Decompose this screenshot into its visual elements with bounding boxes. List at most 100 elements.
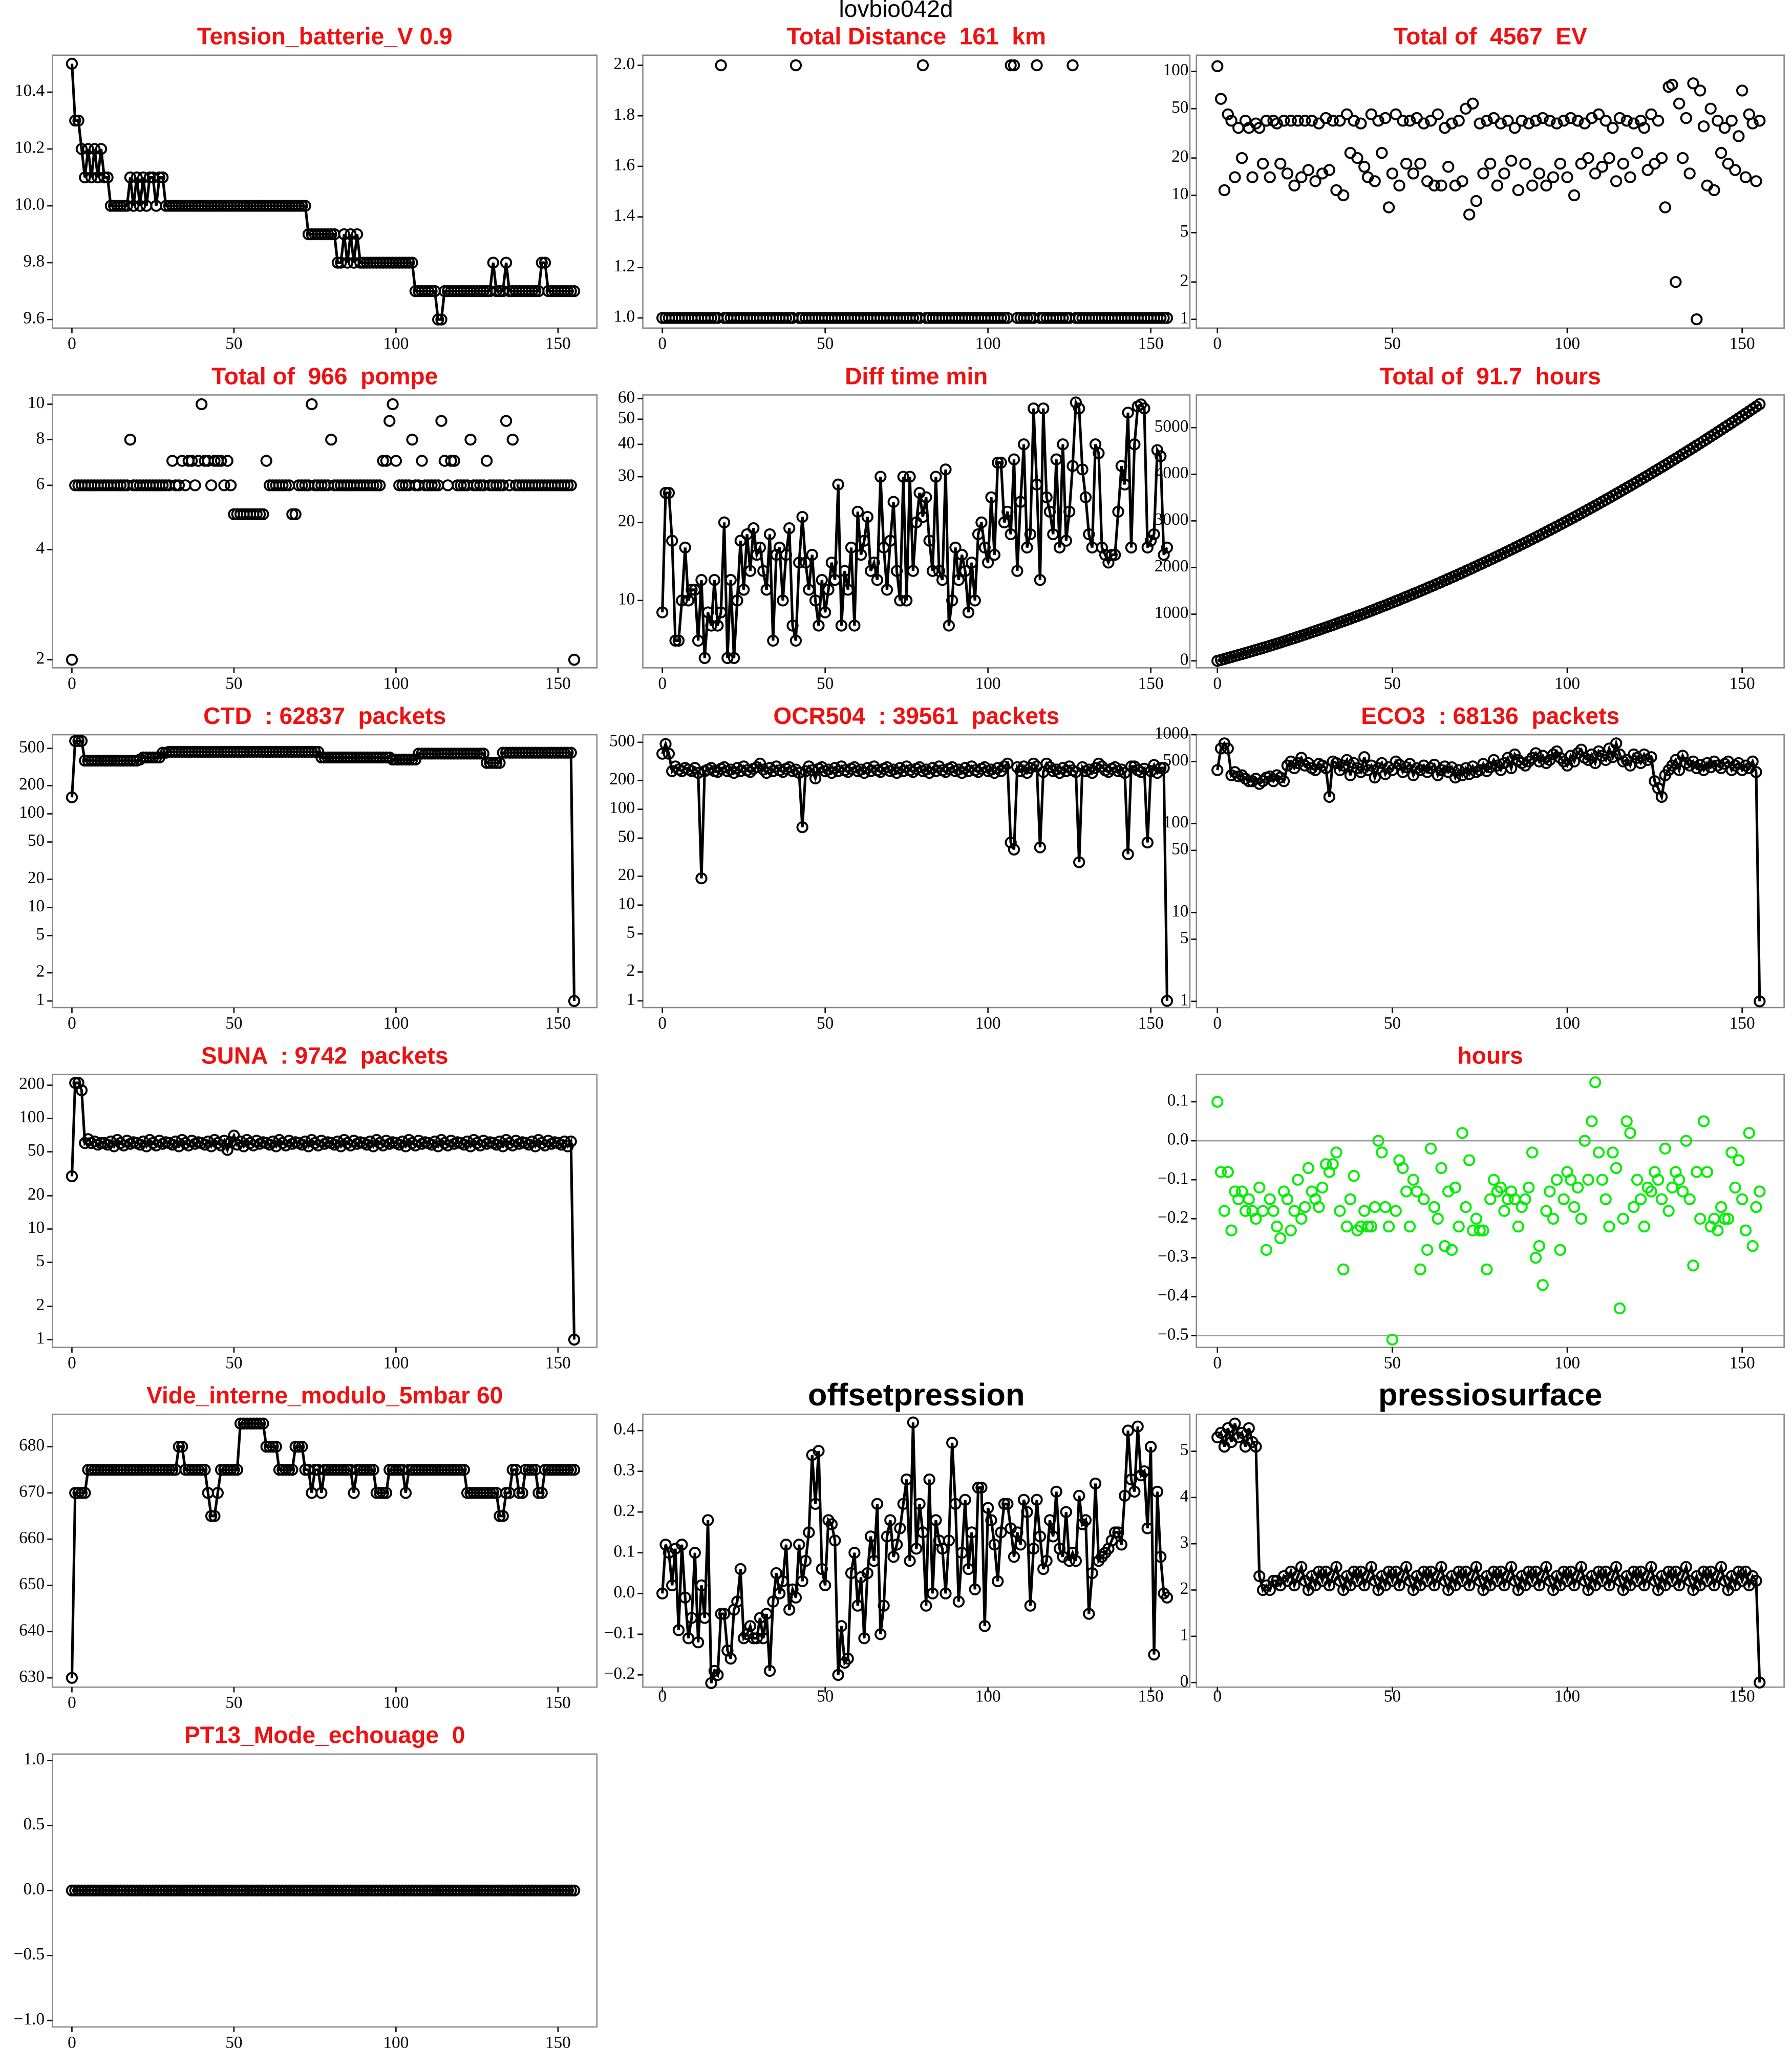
data-point	[1512, 184, 1525, 197]
data-point	[672, 634, 685, 647]
y-tick-label: 1.0	[23, 1750, 45, 1768]
plot-frame	[1196, 54, 1785, 329]
data-point	[458, 1463, 470, 1476]
x-tick-label: 0	[1213, 674, 1222, 693]
data-point	[686, 1612, 698, 1624]
data-point	[835, 1620, 848, 1632]
data-point	[257, 1417, 269, 1430]
data-point	[865, 1530, 877, 1543]
y-tick-label: 20	[28, 1185, 45, 1204]
data-point	[966, 557, 978, 569]
data-point	[66, 1672, 78, 1684]
data-point	[861, 510, 873, 523]
data-point	[1365, 1561, 1378, 1573]
data-point	[568, 1333, 581, 1346]
y-tick-label: 2	[36, 962, 45, 981]
data-point	[1554, 158, 1566, 170]
y-tick-label: 1	[1180, 1625, 1189, 1644]
plot-frame	[642, 734, 1191, 1009]
data-point	[1112, 505, 1124, 518]
data-point	[1047, 1530, 1059, 1543]
data-point	[760, 1608, 773, 1620]
data-point	[1005, 528, 1017, 541]
data-point	[790, 634, 802, 647]
y-tick-label: 8	[36, 429, 45, 447]
data-point	[672, 1624, 685, 1636]
data-point	[539, 257, 551, 269]
data-point	[1334, 115, 1346, 127]
x-tick-label: 150	[545, 1354, 571, 1373]
data-point	[1445, 117, 1458, 130]
data-point	[157, 171, 169, 184]
data-point	[1571, 115, 1584, 127]
x-tick-label: 0	[68, 2033, 76, 2048]
data-point	[1610, 737, 1623, 750]
data-point	[1393, 179, 1405, 191]
data-point	[1138, 762, 1150, 775]
data-point	[1386, 1333, 1399, 1346]
x-tick-label: 0	[1213, 1687, 1222, 1705]
data-point	[1418, 117, 1430, 130]
data-point	[656, 1587, 669, 1599]
y-tick-label: 100	[1163, 813, 1188, 831]
data-point	[224, 479, 237, 492]
data-point	[500, 257, 513, 269]
data-point	[341, 257, 354, 269]
data-point	[1445, 1244, 1458, 1256]
data-point	[780, 1539, 792, 1551]
data-point	[777, 594, 789, 607]
x-tick-label: 50	[817, 1014, 834, 1033]
data-point	[1610, 1561, 1623, 1573]
data-point	[1428, 179, 1441, 191]
data-point	[1708, 184, 1720, 197]
data-point	[1547, 171, 1560, 183]
y-tick-label: 20	[618, 865, 635, 884]
data-point	[480, 455, 493, 467]
data-point	[656, 606, 669, 618]
data-point	[66, 1170, 78, 1183]
y-tick-label: 0.4	[613, 1420, 635, 1439]
data-point	[1435, 1561, 1447, 1573]
data-point	[1680, 1561, 1692, 1573]
data-point	[887, 496, 900, 508]
data-point	[858, 535, 870, 547]
data-point	[988, 1539, 1001, 1551]
data-point	[1008, 453, 1020, 465]
data-point	[1624, 1127, 1636, 1139]
data-point	[82, 143, 94, 155]
data-point	[790, 1591, 802, 1604]
data-point	[1148, 1648, 1160, 1661]
data-point	[260, 455, 272, 467]
data-point	[1122, 1424, 1134, 1437]
x-tick-label: 0	[658, 1687, 667, 1705]
data-point	[416, 455, 428, 467]
data-point	[731, 1595, 743, 1608]
data-point	[825, 557, 838, 569]
data-point	[1001, 757, 1014, 770]
data-point	[1683, 167, 1696, 180]
data-point	[1662, 1205, 1675, 1217]
data-point	[1571, 1181, 1584, 1194]
data-point	[1253, 122, 1266, 134]
data-point	[1743, 1127, 1755, 1139]
data-point	[1516, 115, 1528, 127]
data-point	[943, 1534, 955, 1547]
data-point	[1620, 1115, 1633, 1127]
data-point	[689, 1547, 701, 1559]
data-point	[1295, 1212, 1308, 1225]
data-point	[568, 1884, 581, 1897]
data-point	[406, 434, 418, 446]
data-point	[1161, 312, 1174, 324]
data-point	[1533, 1240, 1546, 1252]
data-point	[124, 171, 137, 184]
data-point	[708, 574, 721, 586]
data-point	[682, 594, 695, 607]
data-point	[1582, 1174, 1594, 1186]
data-point	[920, 491, 932, 503]
data-point	[1292, 115, 1304, 127]
data-point	[1158, 548, 1170, 561]
data-point	[689, 584, 701, 596]
data-point	[345, 228, 357, 241]
data-point	[1073, 402, 1085, 415]
y-tick-label: 200	[19, 775, 45, 794]
